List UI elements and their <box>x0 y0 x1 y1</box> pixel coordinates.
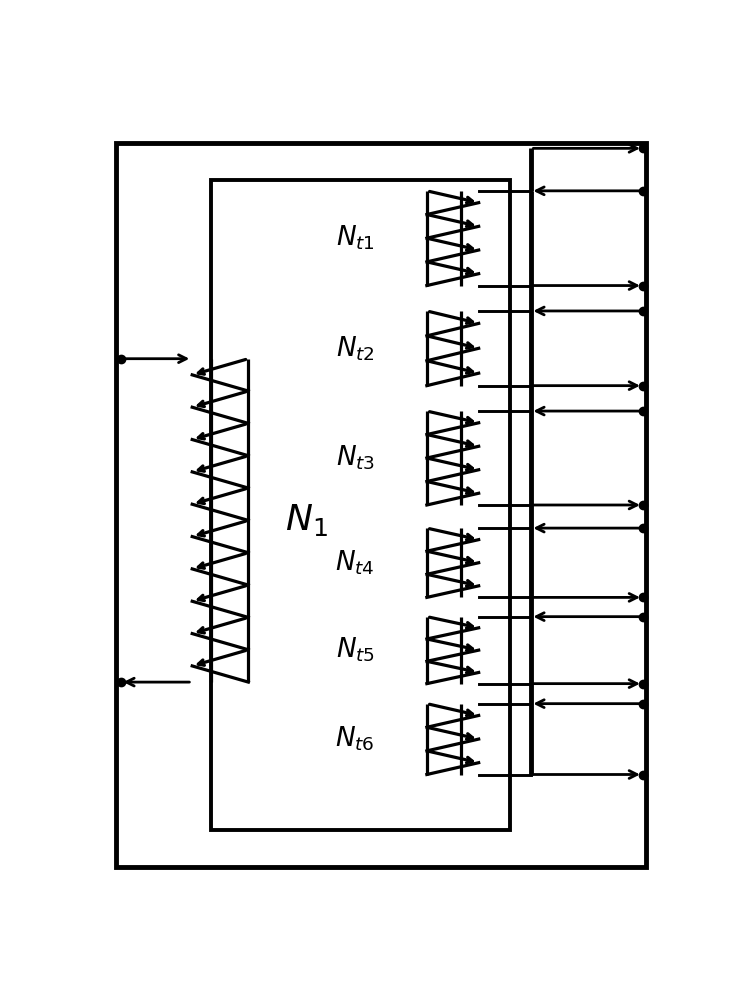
Text: $N_{t2}$: $N_{t2}$ <box>336 334 375 363</box>
Text: $N_{t4}$: $N_{t4}$ <box>335 548 375 577</box>
Text: $N_{t1}$: $N_{t1}$ <box>336 224 375 252</box>
Text: $N_{t3}$: $N_{t3}$ <box>336 444 375 472</box>
Text: $N_1$: $N_1$ <box>285 502 328 538</box>
Bar <box>211 180 510 830</box>
Text: $N_{t6}$: $N_{t6}$ <box>335 725 375 753</box>
Text: $N_{t5}$: $N_{t5}$ <box>336 636 375 664</box>
